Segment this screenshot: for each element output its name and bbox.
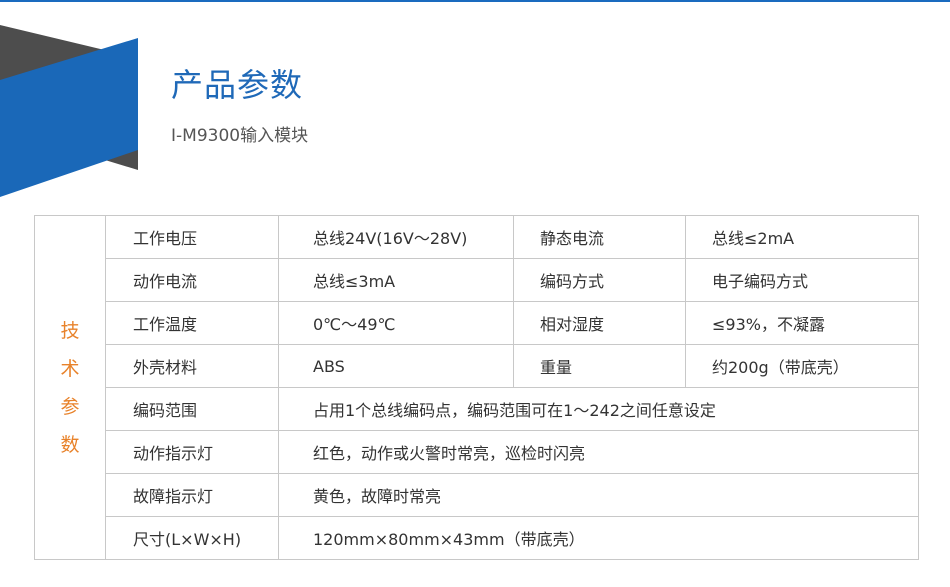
decorative-banner-shape <box>0 25 138 197</box>
param-value: 总线≤2mA <box>685 215 919 259</box>
param-value: 总线≤3mA <box>278 258 514 302</box>
product-subtitle: I-M9300输入模块 <box>171 126 309 146</box>
table-row: 外壳材料 ABS 重量 约200g（带底壳） <box>35 344 919 388</box>
param-name: 编码方式 <box>513 258 686 302</box>
table-row: 故障指示灯 黄色，故障时常亮 <box>35 473 919 517</box>
side-label-char: 参 <box>60 395 80 418</box>
param-name: 静态电流 <box>513 215 686 259</box>
param-value: 红色，动作或火警时常亮，巡检时闪亮 <box>278 430 919 474</box>
side-label-char: 技 <box>60 319 80 342</box>
spec-table: 技术参数工作电压 总线24V(16V～28V) 静态电流 总线≤2mA 动作电流 总线≤3… <box>34 215 919 560</box>
param-value: 约200g（带底壳） <box>685 344 919 388</box>
table-row: 动作指示灯 红色，动作或火警时常亮，巡检时闪亮 <box>35 430 919 474</box>
table-row: 工作温度 0℃～49℃ 相对湿度 ≤93%，不凝露 <box>35 301 919 345</box>
blue-shape <box>0 38 138 197</box>
param-name: 动作指示灯 <box>105 430 279 474</box>
param-name: 重量 <box>513 344 686 388</box>
side-label: 技术参数 <box>34 215 106 560</box>
table-row: 技术参数工作电压 总线24V(16V～28V) 静态电流 总线≤2mA <box>34 215 919 560</box>
side-label-char: 数 <box>60 433 80 456</box>
param-name: 动作电流 <box>105 258 279 302</box>
page-title: 产品参数 <box>171 66 304 104</box>
table-row: 动作电流 总线≤3mA 编码方式 电子编码方式 <box>35 258 919 302</box>
top-border-line <box>0 0 950 2</box>
param-value: 0℃～49℃ <box>278 301 514 345</box>
param-name: 尺寸(L×W×H) <box>105 516 279 560</box>
table-row: 编码范围 占用1个总线编码点，编码范围可在1～242之间任意设定 <box>35 387 919 431</box>
side-label-char: 术 <box>60 357 80 380</box>
param-value: 电子编码方式 <box>685 258 919 302</box>
param-name: 故障指示灯 <box>105 473 279 517</box>
param-value: 120mm×80mm×43mm（带底壳） <box>278 516 919 560</box>
param-value: 总线24V(16V～28V) <box>278 215 514 259</box>
param-name: 编码范围 <box>105 387 279 431</box>
param-value: ≤93%，不凝露 <box>685 301 919 345</box>
param-value: ABS <box>278 344 514 388</box>
param-name: 工作电压 <box>105 215 279 259</box>
param-name: 相对湿度 <box>513 301 686 345</box>
param-value: 黄色，故障时常亮 <box>278 473 919 517</box>
param-value: 占用1个总线编码点，编码范围可在1～242之间任意设定 <box>278 387 919 431</box>
param-name: 工作温度 <box>105 301 279 345</box>
param-name: 外壳材料 <box>105 344 279 388</box>
table-row: 尺寸(L×W×H) 120mm×80mm×43mm（带底壳） <box>35 516 919 560</box>
